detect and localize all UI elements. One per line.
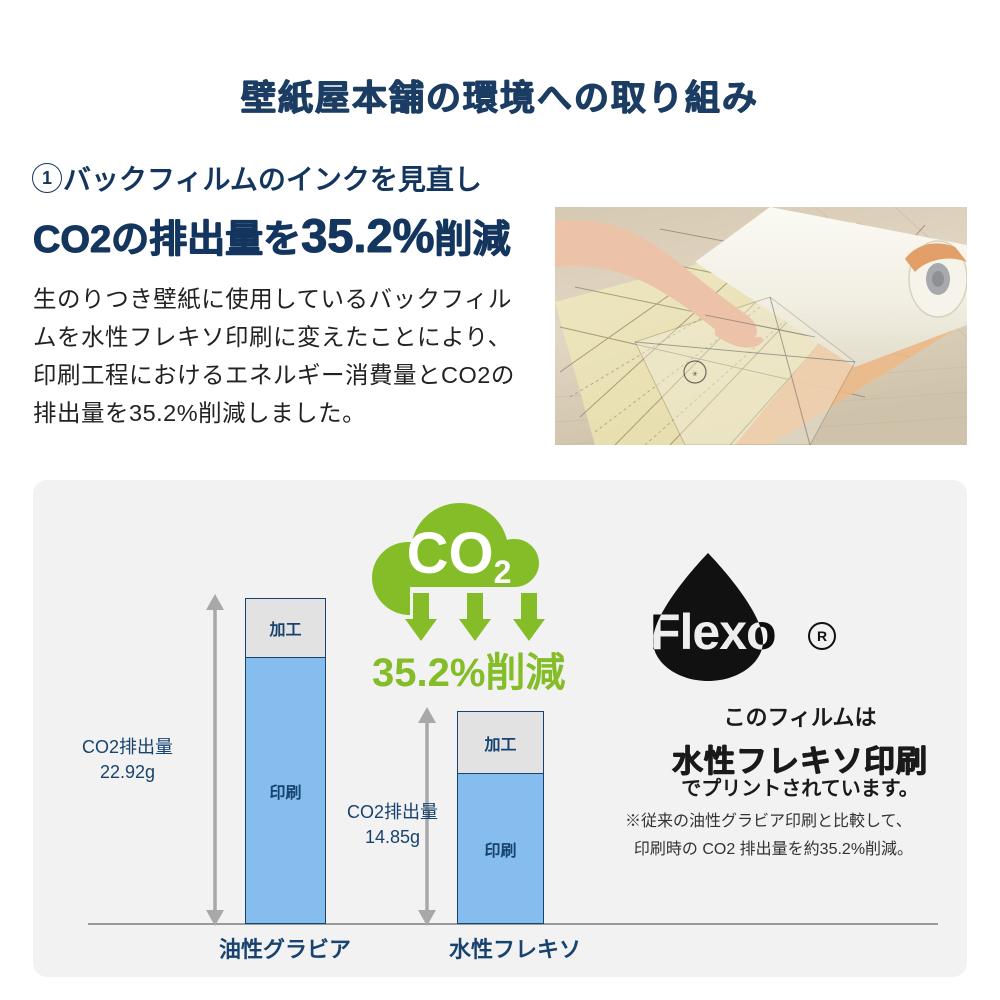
svg-text:⚹: ⚹ — [692, 368, 698, 378]
